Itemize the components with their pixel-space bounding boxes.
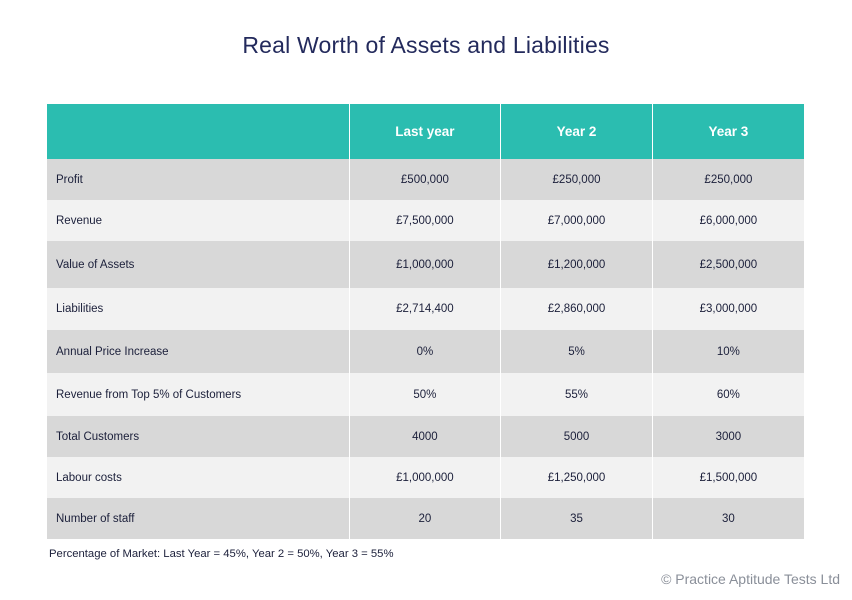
row-label: Annual Price Increase [47,330,350,373]
row-label: Value of Assets [47,241,350,288]
cell-value: £2,860,000 [500,288,653,330]
cell-value: 10% [652,330,804,373]
cell-value: £7,000,000 [500,200,653,241]
table-row: Revenue £7,500,000 £7,000,000 £6,000,000 [47,200,804,241]
row-label: Revenue from Top 5% of Customers [47,373,350,416]
cell-value: £1,200,000 [500,241,653,288]
cell-value: £1,500,000 [652,457,804,498]
cell-value: £1,000,000 [349,241,502,288]
column-header-last-year: Last year [349,104,502,159]
row-label: Number of staff [47,498,350,539]
cell-value: 3000 [652,416,804,457]
table-row: Profit £500,000 £250,000 £250,000 [47,159,804,200]
cell-value: 20 [349,498,502,539]
table-header-row: Last year Year 2 Year 3 [47,104,804,159]
row-label: Liabilities [47,288,350,330]
cell-value: £7,500,000 [349,200,502,241]
cell-value: 5000 [500,416,653,457]
cell-value: 50% [349,373,502,416]
copyright-notice: © Practice Aptitude Tests Ltd [661,571,840,587]
table-row: Total Customers 4000 5000 3000 [47,416,804,457]
table-row: Liabilities £2,714,400 £2,860,000 £3,000… [47,288,804,330]
cell-value: £250,000 [500,159,653,200]
cell-value: £2,500,000 [652,241,804,288]
row-label: Revenue [47,200,350,241]
cell-value: 55% [500,373,653,416]
cell-value: 4000 [349,416,502,457]
cell-value: £6,000,000 [652,200,804,241]
cell-value: 60% [652,373,804,416]
column-header-blank [47,104,350,159]
table-row: Value of Assets £1,000,000 £1,200,000 £2… [47,241,804,288]
table-row: Revenue from Top 5% of Customers 50% 55%… [47,373,804,416]
cell-value: £1,000,000 [349,457,502,498]
row-label: Labour costs [47,457,350,498]
cell-value: £500,000 [349,159,502,200]
cell-value: 0% [349,330,502,373]
table-row: Annual Price Increase 0% 5% 10% [47,330,804,373]
table-row: Number of staff 20 35 30 [47,498,804,539]
cell-value: £250,000 [652,159,804,200]
row-label: Total Customers [47,416,350,457]
page-title: Real Worth of Assets and Liabilities [242,32,610,58]
data-table: Last year Year 2 Year 3 Profit £500,000 … [47,104,804,539]
cell-value: £1,250,000 [500,457,653,498]
row-label: Profit [47,159,350,200]
cell-value: 5% [500,330,653,373]
cell-value: 30 [652,498,804,539]
table-row: Labour costs £1,000,000 £1,250,000 £1,50… [47,457,804,498]
cell-value: £2,714,400 [349,288,502,330]
column-header-year-3: Year 3 [652,104,804,159]
cell-value: £3,000,000 [652,288,804,330]
footnote: Percentage of Market: Last Year = 45%, Y… [49,548,394,560]
column-header-year-2: Year 2 [500,104,653,159]
cell-value: 35 [500,498,653,539]
